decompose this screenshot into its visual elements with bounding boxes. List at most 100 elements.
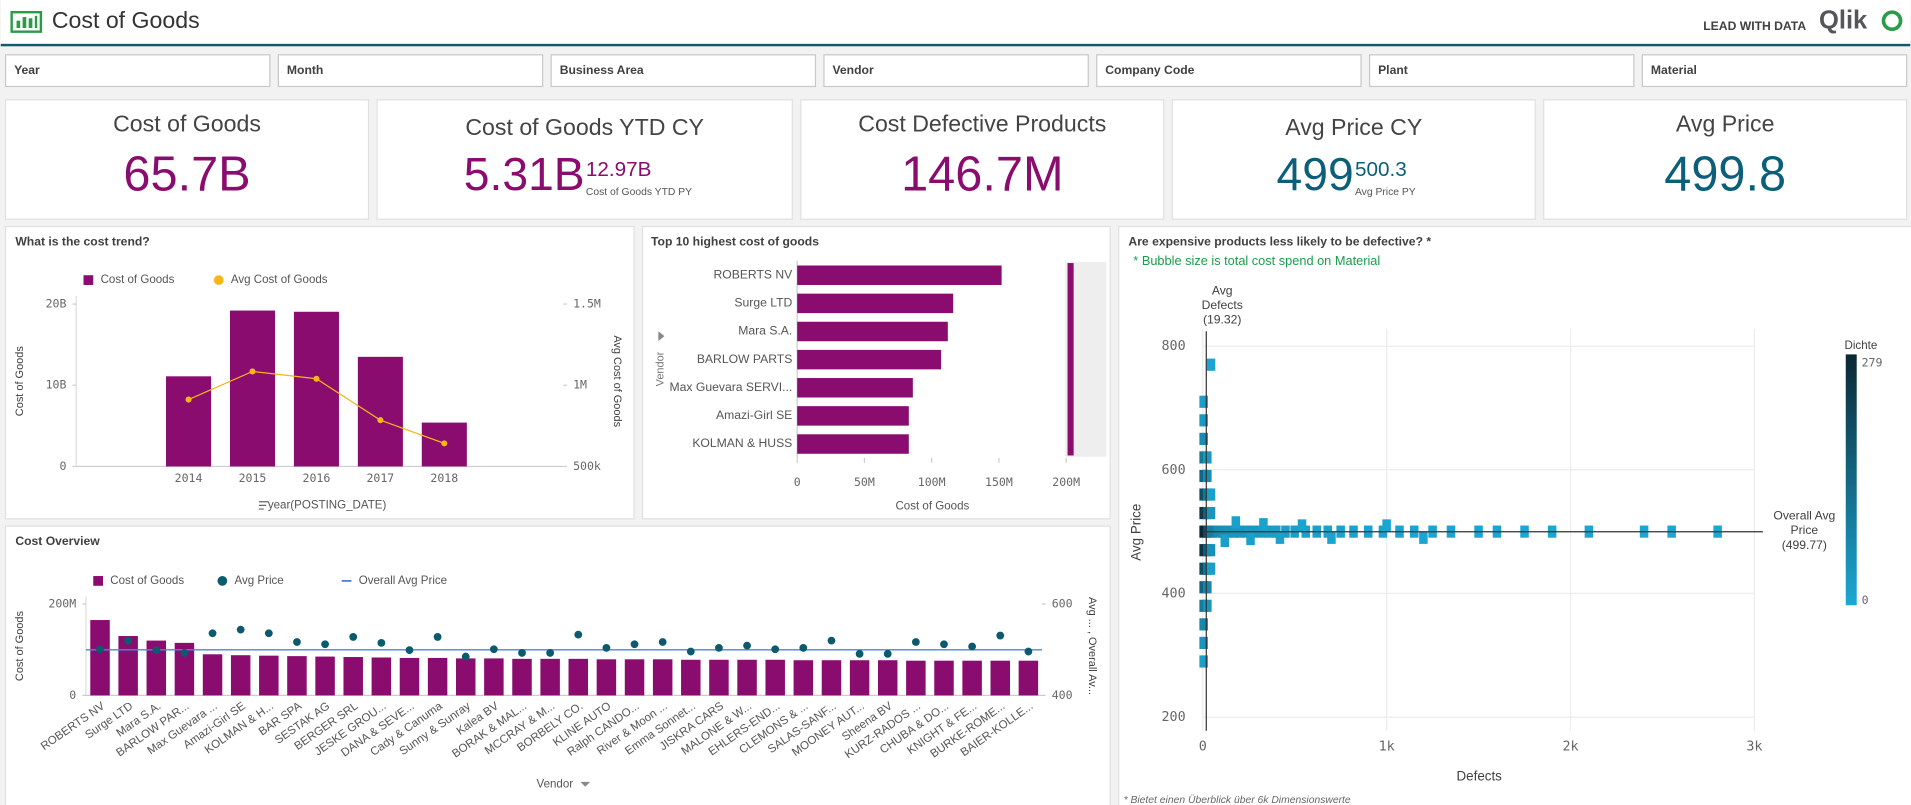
chart-title: Cost Overview bbox=[15, 534, 100, 548]
y-tick-label: 0 bbox=[60, 459, 67, 473]
bar bbox=[765, 659, 785, 696]
dot bbox=[249, 368, 256, 375]
kpi-sub-value: 500.3 bbox=[1355, 158, 1407, 181]
x-axis-title: Cost of Goods bbox=[895, 501, 969, 513]
dot bbox=[771, 645, 780, 654]
dot bbox=[574, 630, 583, 639]
filter-label: Vendor bbox=[832, 63, 873, 77]
bar bbox=[709, 659, 729, 696]
x-tick-label: 2k bbox=[1562, 740, 1578, 755]
y-tick-label: 10B bbox=[46, 378, 67, 392]
filter-box[interactable] bbox=[1368, 54, 1635, 88]
filter-box[interactable] bbox=[550, 54, 817, 88]
bar bbox=[877, 660, 898, 696]
filter-box[interactable] bbox=[4, 54, 271, 88]
y-tick-label: 0 bbox=[69, 688, 76, 702]
y-tick-label: ROBERTS NV bbox=[713, 267, 793, 281]
bar bbox=[849, 660, 870, 696]
bar bbox=[230, 655, 251, 696]
dot bbox=[658, 638, 667, 646]
dot bbox=[489, 645, 498, 654]
x-tick-label: 0 bbox=[794, 475, 801, 489]
bar bbox=[568, 658, 589, 696]
legend-swatch bbox=[93, 576, 104, 586]
density-cell bbox=[1199, 395, 1208, 408]
filter-box[interactable] bbox=[277, 54, 544, 88]
content: Year Month Business Area Vendor Company Code… bbox=[4, 54, 1908, 805]
density-cell bbox=[1275, 531, 1285, 544]
bar bbox=[371, 657, 392, 696]
bar bbox=[821, 660, 842, 696]
density-cell bbox=[1203, 469, 1212, 483]
y2-tick-label: 400 bbox=[1052, 688, 1073, 702]
dot bbox=[405, 646, 414, 655]
density-cell bbox=[1327, 531, 1336, 544]
density-cell bbox=[1203, 599, 1212, 612]
kpi-title: Avg Price CY bbox=[1285, 114, 1422, 140]
legend-tick: 0 bbox=[1862, 593, 1869, 607]
density-cell bbox=[1419, 531, 1428, 544]
bar bbox=[797, 378, 913, 398]
dot bbox=[264, 629, 273, 638]
bar bbox=[681, 659, 701, 696]
app-title: Cost of Goods bbox=[52, 7, 200, 33]
bar bbox=[962, 660, 982, 696]
x-axis-title: Vendor bbox=[537, 778, 574, 790]
y2-tick-label: 600 bbox=[1052, 597, 1073, 611]
kpi-title: Cost Defective Products bbox=[858, 111, 1106, 137]
density-cell bbox=[1297, 519, 1307, 532]
y-tick-label: Amazi-Girl SE bbox=[716, 408, 792, 422]
dot bbox=[185, 396, 192, 403]
x-tick-label: 200M bbox=[1052, 475, 1080, 489]
x-axis-title: Defects bbox=[1457, 769, 1503, 784]
reference-value: (19.32) bbox=[1203, 313, 1242, 327]
y-axis-title: Avg Price bbox=[1128, 504, 1143, 561]
bar bbox=[484, 658, 504, 696]
y2-tick-label: 1M bbox=[573, 378, 587, 392]
dot bbox=[686, 647, 695, 656]
bar bbox=[906, 660, 926, 696]
dot bbox=[313, 375, 320, 382]
dot bbox=[855, 649, 864, 658]
dot bbox=[518, 649, 526, 657]
y2-tick-label: 500k bbox=[573, 459, 601, 473]
dot bbox=[743, 641, 751, 650]
reference-label: Avg bbox=[1212, 283, 1233, 297]
reference-label: Defects bbox=[1202, 298, 1243, 312]
y-tick-label: Surge LTD bbox=[734, 296, 792, 310]
x-tick-label: 2015 bbox=[239, 471, 267, 485]
kpi-panel bbox=[1543, 99, 1908, 220]
dot bbox=[911, 638, 920, 646]
dot bbox=[883, 649, 892, 658]
filter-label: Company Code bbox=[1105, 63, 1194, 77]
y2-axis-title: Avg ... , Overall Av... bbox=[1086, 597, 1098, 695]
density-cell bbox=[1206, 358, 1216, 371]
bar bbox=[343, 657, 363, 696]
y-axis-title: Cost of Goods bbox=[14, 611, 26, 682]
x-tick-label: 150M bbox=[985, 475, 1013, 489]
dot bbox=[152, 646, 161, 655]
bar bbox=[357, 356, 403, 467]
scroll-arrow[interactable] bbox=[658, 331, 665, 341]
density-cell bbox=[1203, 581, 1212, 594]
bar bbox=[118, 636, 138, 696]
filter-label: Month bbox=[287, 63, 323, 77]
filter-box[interactable] bbox=[1641, 54, 1908, 88]
kpi-value: 146.7M bbox=[901, 148, 1063, 202]
filter-label: Material bbox=[1651, 63, 1697, 77]
filter-box[interactable] bbox=[823, 54, 1089, 88]
kpi-title: Cost of Goods bbox=[113, 111, 261, 137]
y2-tick-label: 1.5M bbox=[573, 297, 601, 311]
header-rule bbox=[0, 43, 1911, 47]
density-cell bbox=[1199, 636, 1208, 650]
legend-label: Cost of Goods bbox=[101, 274, 175, 286]
filter-label: Year bbox=[14, 63, 40, 77]
y-tick-label: BARLOW PARTS bbox=[697, 352, 792, 366]
kpi-value: 499 bbox=[1277, 148, 1354, 200]
x-tick-label: 2016 bbox=[303, 471, 331, 485]
legend-label: Cost of Goods bbox=[110, 575, 184, 587]
y-tick-label: KOLMAN & HUSS bbox=[692, 436, 792, 450]
dot bbox=[124, 636, 133, 645]
filter-box[interactable] bbox=[1096, 54, 1362, 88]
